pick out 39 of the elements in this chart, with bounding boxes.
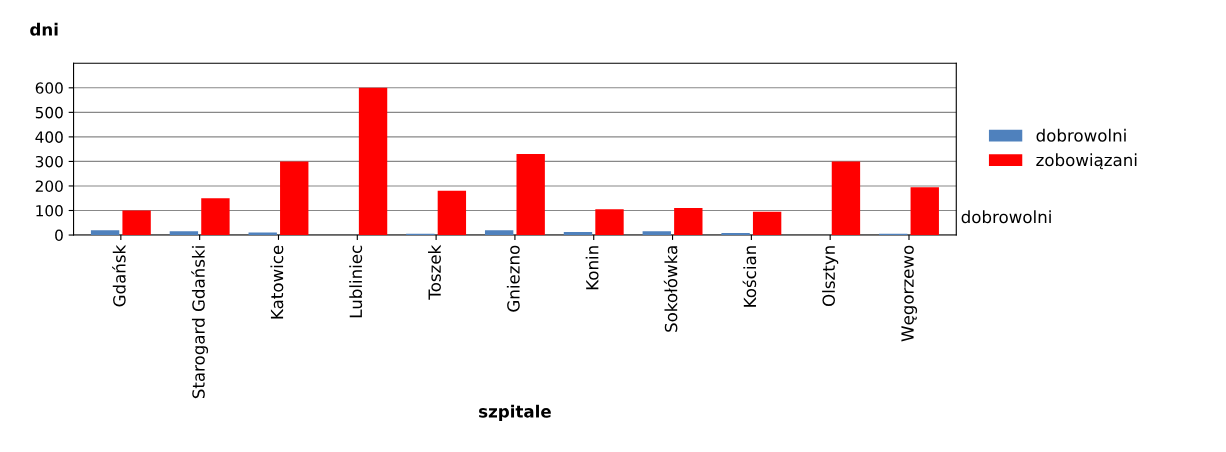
- y-tick-label: 500: [35, 106, 63, 119]
- bar: [90, 230, 120, 236]
- bar: [122, 210, 151, 236]
- bar: [642, 231, 671, 236]
- bar: [831, 161, 861, 236]
- x-axis-title: szpitale: [479, 404, 551, 421]
- bar: [280, 161, 309, 236]
- bar: [358, 87, 388, 236]
- x-tick-label: Lubliniec: [349, 245, 363, 318]
- y-tick-label: 0: [55, 229, 63, 242]
- x-tick-label: Konin: [585, 246, 599, 290]
- bar: [484, 230, 514, 236]
- y-tick-label: 100: [36, 204, 63, 217]
- legend-label: zobowiązani: [1036, 153, 1137, 170]
- bar: [201, 198, 230, 236]
- bar: [437, 190, 467, 236]
- y-tick-label: 300: [35, 155, 63, 168]
- x-tick-label: Katowice: [270, 245, 284, 319]
- x-tick-label: Gdańsk: [112, 244, 126, 307]
- bar: [595, 209, 624, 236]
- x-tick-label: Węgorzewo: [901, 245, 918, 342]
- bar: [752, 211, 782, 236]
- x-tick-label: Gniezno: [506, 245, 520, 312]
- bar: [563, 232, 593, 236]
- x-tick-label: Sokołówka: [663, 246, 678, 332]
- text: dobrowolni: [961, 210, 1051, 224]
- legend-label: dobrowolni: [1036, 128, 1126, 142]
- bar: [674, 208, 703, 236]
- y-axis-title: dni: [30, 22, 58, 36]
- bar: [169, 231, 199, 236]
- bar: [516, 154, 545, 236]
- x-tick-label: Starogard Gdański: [191, 246, 209, 399]
- y-tick-label: 600: [35, 82, 63, 94]
- x-tick-label: Kościan: [742, 246, 757, 307]
- x-tick-label: Toszek: [428, 244, 441, 300]
- x-tick-label: Olsztyn: [822, 246, 839, 306]
- bar: [910, 187, 939, 236]
- y-tick-label: 400: [35, 131, 63, 143]
- y-tick-label: 200: [35, 180, 63, 192]
